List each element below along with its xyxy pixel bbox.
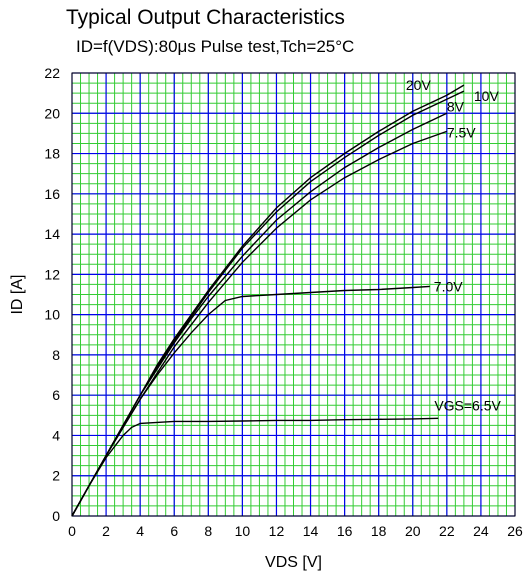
curve-label: VGS=6.5V [434,397,501,413]
x-tick-label: 10 [235,523,251,539]
curve-7.0v [71,285,430,517]
chart-subtitle: ID=f(VDS):80μs Pulse test,Tch=25°C [76,37,355,56]
x-tick-label: 16 [337,523,353,539]
curve-label: 8V [447,98,465,114]
curve-label: 10V [474,88,500,104]
y-tick-label: 6 [52,387,60,403]
x-tick-label: 20 [405,523,421,539]
y-axis-label: ID [A] [9,274,26,314]
curve-vgs-6.5v [71,417,439,517]
x-axis-label: VDS [V] [265,554,322,571]
y-tick-label: 18 [44,146,60,162]
y-tick-label: 4 [52,427,60,443]
plot-frame [71,72,516,517]
x-tick-label: 2 [102,523,110,539]
curve-label: 7.5V [447,124,476,140]
y-tick-label: 8 [52,347,60,363]
x-tick-label: 26 [507,523,523,539]
y-tick-label: 10 [44,307,60,323]
major-grid [71,72,516,517]
x-tick-label: 24 [473,523,489,539]
x-tick-label: 18 [371,523,387,539]
y-tick-label: 16 [44,186,60,202]
axis-ticks: 0 2 4 6 8 10 12 14 16 18 20 22 24 2602468101214161820… [44,65,523,539]
x-tick-label: 14 [303,523,319,539]
y-tick-label: 2 [52,468,60,484]
x-tick-label: 4 [136,523,144,539]
y-tick-label: 12 [44,266,60,282]
x-tick-label: 0 [68,523,76,539]
y-tick-label: 22 [44,65,60,81]
y-tick-label: 20 [44,105,60,121]
curve-label: 20V [406,77,432,93]
x-tick-label: 12 [269,523,285,539]
curves [71,84,465,517]
chart-title: Typical Output Characteristics [66,6,345,29]
curve-labels: 20V 10V 8V 7.5V 7.0V VGS=6.5V [406,77,502,413]
y-tick-label: 14 [44,226,60,242]
curve-label: 7.0V [434,278,463,294]
x-tick-label: 8 [204,523,212,539]
x-tick-label: 22 [439,523,455,539]
minor-grid [71,72,516,517]
x-tick-label: 6 [170,523,178,539]
y-tick-label: 0 [52,508,60,524]
